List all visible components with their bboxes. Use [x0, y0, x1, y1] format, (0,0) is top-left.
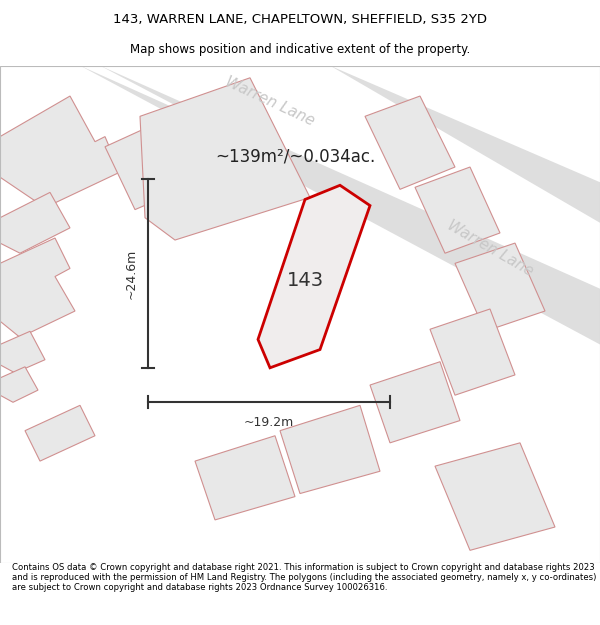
Polygon shape [0, 96, 120, 208]
Polygon shape [0, 192, 70, 253]
Polygon shape [365, 96, 455, 189]
Polygon shape [280, 406, 380, 494]
Text: 143: 143 [286, 271, 323, 290]
Polygon shape [80, 66, 600, 344]
Polygon shape [415, 167, 500, 253]
Text: ~24.6m: ~24.6m [125, 248, 138, 299]
Text: Contains OS data © Crown copyright and database right 2021. This information is : Contains OS data © Crown copyright and d… [12, 562, 596, 592]
Polygon shape [455, 243, 545, 331]
Text: ~19.2m: ~19.2m [244, 416, 294, 429]
Text: Map shows position and indicative extent of the property.: Map shows position and indicative extent… [130, 42, 470, 56]
Polygon shape [435, 443, 555, 551]
Polygon shape [330, 66, 600, 222]
Text: Warren Lane: Warren Lane [445, 217, 536, 279]
Text: 143, WARREN LANE, CHAPELTOWN, SHEFFIELD, S35 2YD: 143, WARREN LANE, CHAPELTOWN, SHEFFIELD,… [113, 13, 487, 26]
Polygon shape [258, 185, 370, 368]
Polygon shape [140, 78, 310, 240]
Polygon shape [0, 331, 45, 373]
Polygon shape [25, 406, 95, 461]
Polygon shape [60, 66, 600, 329]
Polygon shape [105, 129, 175, 209]
Polygon shape [195, 436, 295, 520]
Polygon shape [0, 367, 38, 402]
Polygon shape [430, 309, 515, 395]
Polygon shape [0, 238, 75, 338]
Polygon shape [370, 362, 460, 443]
Text: ~139m²/~0.034ac.: ~139m²/~0.034ac. [215, 148, 375, 166]
Text: Warren Lane: Warren Lane [223, 74, 317, 128]
